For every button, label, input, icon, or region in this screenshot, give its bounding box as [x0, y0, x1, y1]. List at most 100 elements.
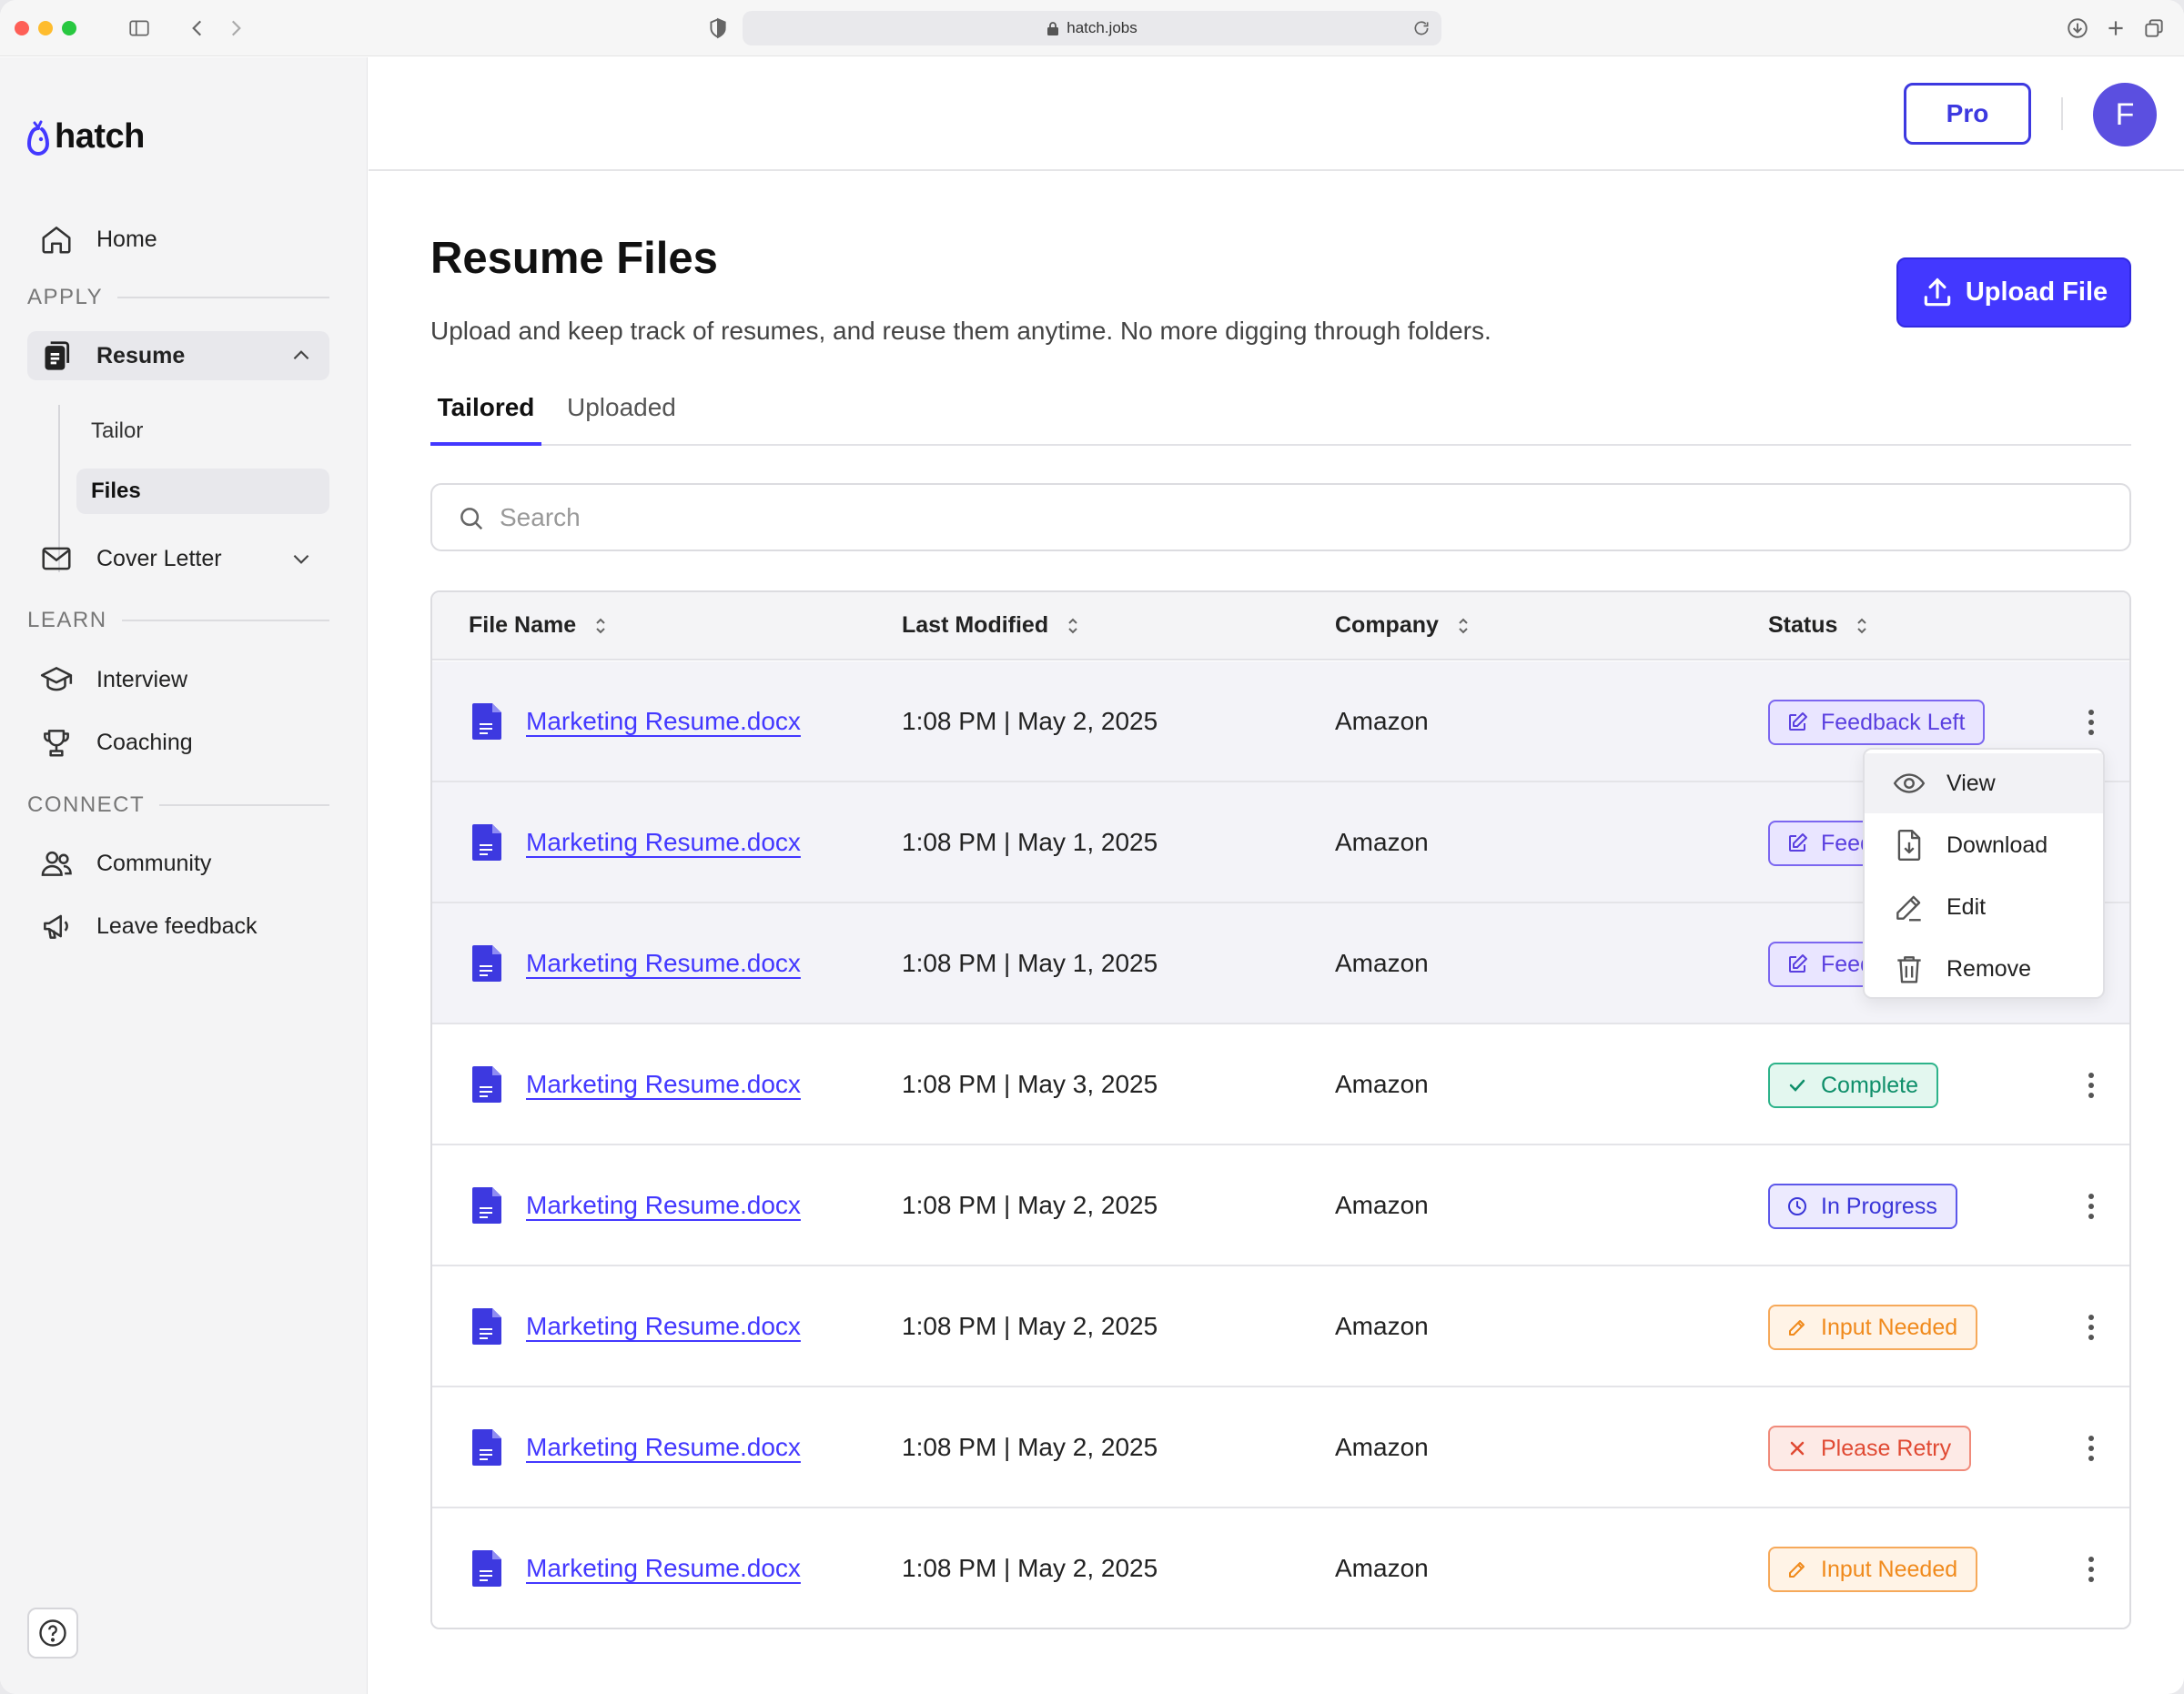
sort-icon — [1068, 618, 1077, 633]
company-cell: Amazon — [1335, 949, 1429, 977]
table-row[interactable]: Marketing Resume.docx 1:08 PM | May 2, 20… — [432, 1266, 2129, 1387]
status-badge[interactable]: Input Needed — [1768, 1547, 1978, 1592]
sidebar-subitem-files[interactable]: Files — [76, 469, 329, 514]
row-actions-button[interactable] — [2078, 1189, 2105, 1224]
table-row[interactable]: Marketing Resume.docx 1:08 PM | May 2, 20… — [432, 1387, 2129, 1508]
search-input[interactable] — [500, 502, 2047, 532]
row-actions-button[interactable] — [2078, 1310, 2105, 1345]
more-vertical-icon — [2088, 1557, 2094, 1582]
menu-item-download[interactable]: Download — [1865, 815, 2103, 875]
document-icon — [472, 703, 501, 740]
forward-icon[interactable] — [222, 15, 249, 42]
clock-icon — [1788, 1197, 1806, 1215]
page-title: Resume Files — [430, 234, 718, 283]
file-download-icon — [1897, 829, 1921, 862]
status-label: Complete — [1821, 1072, 1918, 1098]
status-badge[interactable]: In Progress — [1768, 1184, 1957, 1229]
address-bar[interactable]: hatch.jobs — [743, 11, 1441, 45]
downloads-icon[interactable] — [2064, 15, 2091, 42]
column-header-status[interactable]: Status — [1768, 612, 1872, 639]
tab-bar: Tailored Uploaded — [430, 386, 2131, 446]
file-name-link[interactable]: Marketing Resume.docx — [526, 1070, 801, 1098]
more-vertical-icon — [2088, 1315, 2094, 1340]
upload-file-button[interactable]: Upload File — [1896, 257, 2131, 328]
menu-item-edit[interactable]: Edit — [1865, 877, 2103, 937]
row-actions-button[interactable] — [2078, 1552, 2105, 1587]
sidebar-item-community[interactable]: Community — [27, 839, 329, 888]
avatar[interactable]: F — [2093, 83, 2157, 146]
last-modified-cell: 1:08 PM | May 2, 2025 — [902, 1433, 1158, 1461]
table-row[interactable]: Marketing Resume.docx 1:08 PM | May 1, 20… — [432, 782, 2129, 903]
sidebar-item-cover-letter[interactable]: Cover Letter — [27, 534, 329, 583]
status-badge[interactable]: Feedback Left — [1768, 700, 1986, 745]
row-actions-button[interactable] — [2078, 1431, 2105, 1466]
tab-overview-icon[interactable] — [2140, 15, 2168, 42]
column-header-last-modified[interactable]: Last Modified — [902, 612, 1083, 639]
reload-icon[interactable] — [1412, 19, 1431, 37]
file-name-link[interactable]: Marketing Resume.docx — [526, 1433, 801, 1461]
sidebar-item-coaching[interactable]: Coaching — [27, 718, 329, 767]
section-label-connect: CONNECT — [27, 792, 329, 818]
table-row[interactable]: Marketing Resume.docx 1:08 PM | May 2, 20… — [432, 661, 2129, 782]
company-cell: Amazon — [1335, 1070, 1429, 1098]
megaphone-icon — [38, 908, 75, 944]
sidebar-subitem-tailor[interactable]: Tailor — [91, 418, 144, 443]
privacy-shield-icon[interactable] — [704, 15, 732, 42]
section-label-learn: LEARN — [27, 608, 329, 633]
column-header-file-name[interactable]: File Name — [469, 612, 611, 639]
sidebar-toggle-icon[interactable] — [126, 15, 153, 42]
close-window-button[interactable] — [15, 21, 29, 35]
table-row[interactable]: Marketing Resume.docx 1:08 PM | May 3, 20… — [432, 1024, 2129, 1145]
tab-uploaded[interactable]: Uploaded — [567, 393, 676, 421]
hatch-logo[interactable]: hatch — [25, 117, 145, 156]
document-icon — [472, 1550, 501, 1587]
file-name-link[interactable]: Marketing Resume.docx — [526, 707, 801, 735]
row-actions-button[interactable] — [2078, 1068, 2105, 1103]
column-header-company[interactable]: Company — [1335, 612, 1473, 639]
pro-button[interactable]: Pro — [1904, 83, 2031, 145]
table-row[interactable]: Marketing Resume.docx 1:08 PM | May 2, 20… — [432, 1508, 2129, 1628]
status-badge[interactable]: Input Needed — [1768, 1305, 1978, 1350]
back-icon[interactable] — [184, 15, 211, 42]
file-name-link[interactable]: Marketing Resume.docx — [526, 1191, 801, 1219]
sidebar-item-resume[interactable]: Resume — [27, 331, 329, 380]
maximize-window-button[interactable] — [62, 21, 76, 35]
sidebar: hatch Home APPLY Resume Tailor Files Cov… — [0, 57, 368, 1694]
file-name-link[interactable]: Marketing Resume.docx — [526, 828, 801, 856]
table-row[interactable]: Marketing Resume.docx 1:08 PM | May 2, 20… — [432, 1145, 2129, 1266]
tab-tailored[interactable]: Tailored — [430, 393, 541, 446]
resume-files-table: File Name Last Modified Company Status M… — [430, 590, 2131, 1629]
search-box[interactable] — [430, 483, 2131, 551]
sidebar-item-home[interactable]: Home — [27, 215, 329, 264]
status-badge[interactable]: Complete — [1768, 1063, 1938, 1108]
company-cell: Amazon — [1335, 1433, 1429, 1461]
sidebar-item-interview[interactable]: Interview — [27, 655, 329, 704]
row-actions-button[interactable] — [2078, 705, 2105, 740]
last-modified-cell: 1:08 PM | May 3, 2025 — [902, 1070, 1158, 1098]
status-badge[interactable]: Please Retry — [1768, 1426, 1972, 1471]
file-name-link[interactable]: Marketing Resume.docx — [526, 949, 801, 977]
browser-toolbar: hatch.jobs — [0, 0, 2184, 56]
minimize-window-button[interactable] — [38, 21, 53, 35]
check-icon — [1789, 1079, 1805, 1092]
more-vertical-icon — [2088, 1073, 2094, 1098]
page-subtitle: Upload and keep track of resumes, and re… — [430, 317, 1491, 345]
document-icon — [472, 1187, 501, 1224]
new-tab-icon[interactable] — [2102, 15, 2129, 42]
sidebar-item-leave-feedback[interactable]: Leave feedback — [27, 902, 329, 951]
file-name-link[interactable]: Marketing Resume.docx — [526, 1554, 801, 1582]
last-modified-cell: 1:08 PM | May 2, 2025 — [902, 707, 1158, 735]
hatch-egg-icon — [26, 120, 50, 156]
help-button[interactable] — [27, 1608, 78, 1659]
sidebar-item-label: Resume — [96, 342, 186, 368]
eye-icon — [1893, 773, 1926, 793]
section-label-apply: APPLY — [27, 285, 329, 310]
menu-item-remove[interactable]: Remove — [1865, 939, 2103, 997]
document-icon — [472, 824, 501, 861]
file-name-link[interactable]: Marketing Resume.docx — [526, 1312, 801, 1340]
chevron-up-icon[interactable] — [289, 344, 313, 368]
chevron-down-icon[interactable] — [289, 547, 313, 570]
menu-item-view[interactable]: View — [1865, 753, 2103, 813]
status-label: Input Needed — [1821, 1314, 1958, 1340]
last-modified-cell: 1:08 PM | May 1, 2025 — [902, 949, 1158, 977]
